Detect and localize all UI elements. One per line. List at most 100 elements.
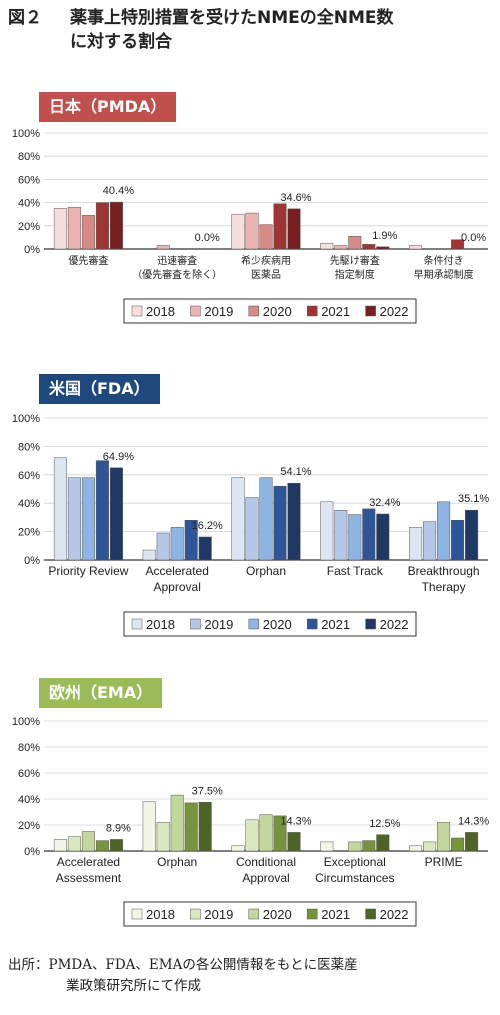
category-label: Orphan (157, 855, 197, 869)
bar-2018 (53, 208, 67, 250)
legend-swatch (365, 618, 376, 630)
data-label: 0.0% (461, 232, 486, 244)
data-label: 12.5% (369, 818, 400, 830)
legend-entry: 2019 (204, 617, 233, 632)
y-tick-label: 80% (18, 151, 40, 163)
bar-2022 (198, 536, 212, 561)
y-tick-label: 0% (24, 244, 40, 256)
y-tick-label: 40% (18, 794, 40, 806)
bar-2020 (437, 501, 451, 561)
bar-2018 (53, 457, 67, 561)
legend-swatch (131, 908, 143, 920)
bar-2018 (231, 213, 245, 250)
bar-2020 (259, 224, 273, 250)
chart-europe: 0% 20% 40% 60% 80% 100% Accelerated Assessment O… (12, 716, 489, 927)
bar-2018 (142, 549, 156, 561)
legend-swatch (365, 305, 376, 317)
bar-2019 (334, 245, 348, 250)
bar-2018 (231, 845, 245, 852)
legend-swatch (248, 305, 260, 317)
title-line-2: に対する割合 (70, 32, 172, 52)
data-label: 14.3% (458, 815, 489, 827)
bar-2019 (67, 836, 81, 852)
source-line-2: 業政策研究所にて作成 (66, 978, 201, 994)
bar-2022 (198, 802, 212, 852)
bar-2020 (348, 841, 362, 852)
bar-2021 (273, 485, 287, 561)
bar-2018 (231, 477, 245, 561)
data-label: 0.0% (195, 232, 220, 244)
figure-title: 図２ 薬事上特別措置を受けたNMEの全NME数 に対する割合 (8, 6, 492, 54)
bar-2019 (156, 822, 170, 852)
bar-2020 (81, 831, 95, 852)
category-label: 優先審査 (68, 254, 108, 267)
bar-2021 (362, 244, 376, 250)
category-label: PRIME (425, 855, 463, 869)
legend-entry: 2018 (146, 304, 175, 319)
category-label: 指定制度 (335, 268, 375, 281)
legend-swatch (365, 908, 376, 920)
legend-entry: 2022 (380, 617, 409, 632)
y-tick-label: 60% (18, 174, 40, 186)
y-tick-label: 100% (12, 128, 40, 140)
bar-2022 (287, 482, 301, 561)
legend-entry: 2020 (263, 617, 292, 632)
bar-2021 (362, 840, 376, 852)
source-line-1: 出所：PMDA、FDA、EMAの各公開情報をもとに医薬産 (8, 957, 358, 973)
bar-2022 (109, 467, 123, 561)
legend-swatch (306, 618, 318, 630)
bar-2020 (81, 477, 95, 561)
chart-usa: 0% 20% 40% 60% 80% 100% Priority Review Acceler… (12, 413, 489, 637)
bar-2020 (348, 514, 362, 561)
y-tick-label: 100% (12, 413, 40, 425)
data-label: 64.9% (103, 451, 134, 463)
legend-swatch (131, 618, 143, 630)
category-label: Breakthrough (408, 564, 480, 578)
bar-2021 (451, 519, 465, 561)
y-tick-label: 20% (18, 527, 40, 539)
legend-entry: 2018 (146, 617, 175, 632)
legend-entry: 2019 (204, 304, 233, 319)
data-label: 37.5% (192, 785, 223, 797)
category-label: 迅速審査 (157, 254, 197, 267)
bar-2021 (95, 840, 109, 852)
data-label: 14.3% (280, 815, 311, 827)
data-label: 32.4% (369, 497, 400, 509)
category-label: Circumstances (315, 871, 394, 885)
data-label: 1.9% (372, 230, 397, 242)
y-tick-label: 80% (18, 742, 40, 754)
legend-entry: 2020 (263, 304, 292, 319)
figure-number: 図２ (8, 8, 42, 28)
bar-2019 (245, 212, 259, 250)
bar-2018 (409, 845, 423, 852)
category-label: Approval (242, 871, 289, 885)
bar-2022 (109, 839, 123, 852)
category-label: Fast Track (327, 564, 384, 578)
category-label: Therapy (422, 580, 466, 594)
bar-2019 (334, 510, 348, 561)
title-line-1: 薬事上特別措置を受けたNMEの全NME数 (70, 8, 394, 28)
source-note: 出所：PMDA、FDA、EMAの各公開情報をもとに医薬産 業政策研究所にて作成 (8, 955, 496, 997)
legend-swatch (190, 305, 201, 317)
legend-entry: 2020 (263, 907, 292, 922)
y-tick-label: 40% (18, 198, 40, 210)
bar-2022 (376, 834, 390, 852)
bar-2018 (409, 527, 423, 561)
bar-2022 (376, 246, 390, 250)
legend-swatch (190, 908, 201, 920)
bar-2020 (170, 527, 184, 561)
legend-entry: 2022 (380, 907, 409, 922)
category-label: 医薬品 (251, 269, 281, 281)
legend-entry: 2021 (321, 304, 350, 319)
chart-japan: 0% 20% 40% 60% 80% 100% 優先審査 迅速審査（優先審査を除く） 希少疾病用… (12, 128, 488, 324)
legend-swatch (190, 618, 201, 630)
bar-2018 (142, 801, 156, 852)
panel-label-usa: 米国（FDA） (39, 374, 160, 404)
bar-2019 (423, 841, 437, 852)
category-label: Orphan (246, 564, 286, 578)
bar-2019 (156, 245, 170, 250)
y-tick-label: 0% (24, 555, 40, 567)
category-label: 希少疾病用 (241, 254, 291, 267)
bar-2020 (259, 814, 273, 852)
bar-2021 (362, 508, 376, 561)
